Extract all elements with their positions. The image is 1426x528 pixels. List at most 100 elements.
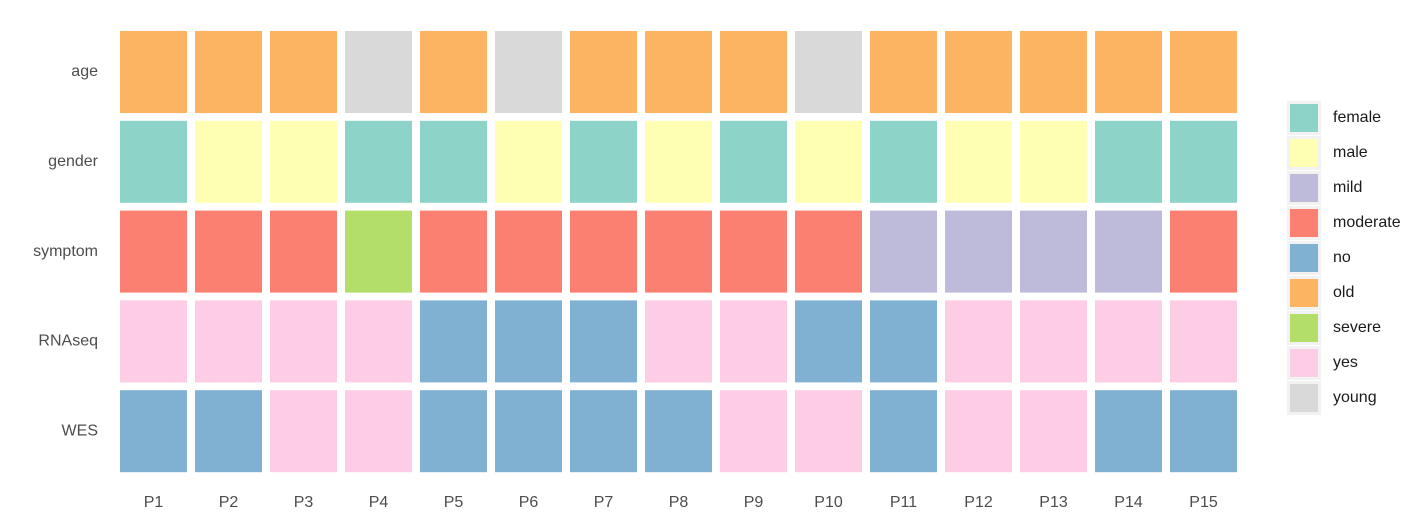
cell-RNAseq-P6 bbox=[495, 300, 562, 383]
legend-label: female bbox=[1333, 109, 1381, 126]
legend-label: moderate bbox=[1333, 214, 1401, 231]
cell-RNAseq-P1 bbox=[120, 300, 187, 383]
cell-symptom-P2 bbox=[195, 210, 262, 293]
cell-age-P5 bbox=[420, 31, 487, 113]
cell-RNAseq-P12 bbox=[945, 300, 1012, 383]
column-label: P2 bbox=[219, 494, 239, 511]
cell-age-P7 bbox=[570, 31, 637, 113]
column-label: P9 bbox=[744, 494, 764, 511]
cell-age-P2 bbox=[195, 31, 262, 113]
cell-gender-P13 bbox=[1020, 120, 1087, 203]
cell-RNAseq-P3 bbox=[270, 300, 337, 383]
cell-WES-P11 bbox=[870, 390, 937, 473]
column-label: P8 bbox=[669, 494, 689, 511]
cell-gender-P10 bbox=[795, 120, 862, 203]
legend-swatch bbox=[1290, 384, 1318, 412]
legend-swatch bbox=[1290, 209, 1318, 237]
cell-WES-P7 bbox=[570, 390, 637, 473]
cell-WES-P1 bbox=[120, 390, 187, 473]
row-label: WES bbox=[62, 422, 98, 439]
cell-gender-P6 bbox=[495, 120, 562, 203]
column-label: P6 bbox=[519, 494, 539, 511]
row-label: age bbox=[71, 63, 98, 80]
cell-age-P13 bbox=[1020, 31, 1087, 113]
cell-RNAseq-P8 bbox=[645, 300, 712, 383]
cell-WES-P10 bbox=[795, 390, 862, 473]
cell-symptom-P12 bbox=[945, 210, 1012, 293]
legend-label: yes bbox=[1333, 354, 1358, 371]
cell-age-P9 bbox=[720, 31, 787, 113]
cell-symptom-P5 bbox=[420, 210, 487, 293]
cell-RNAseq-P9 bbox=[720, 300, 787, 383]
cell-symptom-P15 bbox=[1170, 210, 1237, 293]
cell-age-P6 bbox=[495, 31, 562, 113]
legend-item-mild: mild bbox=[1287, 171, 1362, 205]
column-label: P15 bbox=[1189, 494, 1218, 511]
cell-symptom-P10 bbox=[795, 210, 862, 293]
cell-symptom-P3 bbox=[270, 210, 337, 293]
cell-RNAseq-P13 bbox=[1020, 300, 1087, 383]
cell-gender-P1 bbox=[120, 120, 187, 203]
cell-RNAseq-P2 bbox=[195, 300, 262, 383]
cell-age-P12 bbox=[945, 31, 1012, 113]
legend-item-female: female bbox=[1287, 101, 1381, 135]
legend-item-male: male bbox=[1287, 136, 1368, 170]
cell-WES-P5 bbox=[420, 390, 487, 473]
column-label: P14 bbox=[1114, 494, 1143, 511]
column-label: P3 bbox=[294, 494, 314, 511]
legend-label: severe bbox=[1333, 319, 1381, 336]
row-label: symptom bbox=[33, 243, 98, 260]
legend-label: mild bbox=[1333, 179, 1362, 196]
cell-RNAseq-P15 bbox=[1170, 300, 1237, 383]
cell-gender-P9 bbox=[720, 120, 787, 203]
legend-swatch bbox=[1290, 349, 1318, 377]
cell-gender-P7 bbox=[570, 120, 637, 203]
cell-age-P3 bbox=[270, 31, 337, 113]
cell-age-P4 bbox=[345, 31, 412, 113]
cell-WES-P6 bbox=[495, 390, 562, 473]
row-label: gender bbox=[48, 153, 98, 170]
cell-WES-P15 bbox=[1170, 390, 1237, 473]
cell-gender-P3 bbox=[270, 120, 337, 203]
legend: female male mild moderate no old severe yes youn… bbox=[1287, 101, 1401, 415]
cell-age-P1 bbox=[120, 31, 187, 113]
cell-symptom-P13 bbox=[1020, 210, 1087, 293]
cell-symptom-P11 bbox=[870, 210, 937, 293]
legend-swatch bbox=[1290, 104, 1318, 132]
column-label: P12 bbox=[964, 494, 993, 511]
cell-age-P15 bbox=[1170, 31, 1237, 113]
column-label: P11 bbox=[890, 494, 917, 511]
cell-WES-P13 bbox=[1020, 390, 1087, 473]
cell-age-P10 bbox=[795, 31, 862, 113]
cell-symptom-P1 bbox=[120, 210, 187, 293]
cell-RNAseq-P10 bbox=[795, 300, 862, 383]
cell-WES-P14 bbox=[1095, 390, 1162, 473]
legend-item-young: young bbox=[1287, 381, 1377, 415]
legend-label: young bbox=[1333, 389, 1377, 406]
cell-gender-P8 bbox=[645, 120, 712, 203]
cell-gender-P4 bbox=[345, 120, 412, 203]
cell-symptom-P7 bbox=[570, 210, 637, 293]
column-label: P4 bbox=[369, 494, 389, 511]
cell-RNAseq-P11 bbox=[870, 300, 937, 383]
legend-swatch bbox=[1290, 279, 1318, 307]
cell-gender-P14 bbox=[1095, 120, 1162, 203]
legend-item-yes: yes bbox=[1287, 346, 1358, 380]
cell-WES-P4 bbox=[345, 390, 412, 473]
legend-swatch bbox=[1290, 314, 1318, 342]
legend-swatch bbox=[1290, 244, 1318, 272]
cell-WES-P9 bbox=[720, 390, 787, 473]
legend-label: male bbox=[1333, 144, 1368, 161]
cell-symptom-P4 bbox=[345, 210, 412, 293]
cell-age-P8 bbox=[645, 31, 712, 113]
cell-gender-P5 bbox=[420, 120, 487, 203]
column-labels: P1 P2 P3 P4 P5 P6 P7 P8 P9 P10 P11 P12 P13 P14 P15 bbox=[144, 494, 1218, 511]
legend-label: no bbox=[1333, 249, 1351, 266]
legend-item-moderate: moderate bbox=[1287, 206, 1401, 240]
column-label: P1 bbox=[144, 494, 164, 511]
cell-WES-P8 bbox=[645, 390, 712, 473]
cell-gender-P15 bbox=[1170, 120, 1237, 203]
cell-gender-P2 bbox=[195, 120, 262, 203]
legend-label: old bbox=[1333, 284, 1354, 301]
